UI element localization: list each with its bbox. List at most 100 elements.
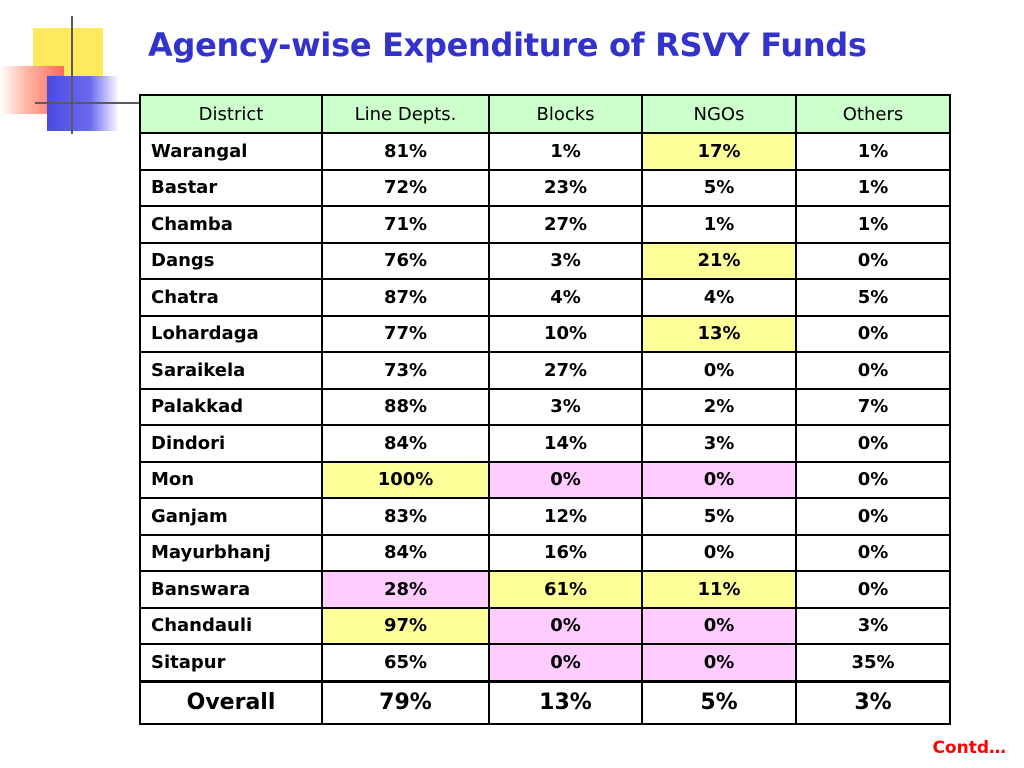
line-depts-cell: 65% <box>321 643 490 682</box>
decorative-horizontal-line <box>35 102 139 104</box>
expenditure-table: District Line Depts. Blocks NGOs Others … <box>139 94 951 725</box>
overall-ngos: 5% <box>641 679 797 725</box>
table-row: Mayurbhanj 84% 16% 0% 0% <box>139 533 951 572</box>
ngos-cell: 5% <box>641 497 797 536</box>
table-row: Chamba 71% 27% 1% 1% <box>139 205 951 244</box>
district-cell: Saraikela <box>139 351 323 390</box>
blocks-cell: 27% <box>488 351 643 390</box>
line-depts-cell: 87% <box>321 278 490 317</box>
ngos-cell: 4% <box>641 278 797 317</box>
table-row: Warangal 81% 1% 17% 1% <box>139 132 951 171</box>
blocks-cell: 3% <box>488 387 643 426</box>
ngos-cell: 13% <box>641 314 797 353</box>
line-depts-cell: 84% <box>321 424 490 463</box>
table-row: Saraikela 73% 27% 0% 0% <box>139 351 951 390</box>
blocks-cell: 61% <box>488 570 643 609</box>
header-line-depts: Line Depts. <box>321 94 490 134</box>
line-depts-cell: 100% <box>321 460 490 499</box>
table-row: Mon 100% 0% 0% 0% <box>139 460 951 499</box>
others-cell: 1% <box>795 168 951 207</box>
blocks-cell: 0% <box>488 460 643 499</box>
overall-label: Overall <box>139 679 323 725</box>
header-ngos: NGOs <box>641 94 797 134</box>
header-district: District <box>139 94 323 134</box>
district-cell: Chamba <box>139 205 323 244</box>
others-cell: 0% <box>795 241 951 280</box>
district-cell: Mon <box>139 460 323 499</box>
table-row: Palakkad 88% 3% 2% 7% <box>139 387 951 426</box>
blocks-cell: 23% <box>488 168 643 207</box>
line-depts-cell: 84% <box>321 533 490 572</box>
blocks-cell: 1% <box>488 132 643 171</box>
line-depts-cell: 97% <box>321 606 490 645</box>
blocks-cell: 4% <box>488 278 643 317</box>
header-others: Others <box>795 94 951 134</box>
line-depts-cell: 73% <box>321 351 490 390</box>
line-depts-cell: 76% <box>321 241 490 280</box>
blocks-cell: 12% <box>488 497 643 536</box>
table-row: Dangs 76% 3% 21% 0% <box>139 241 951 280</box>
blocks-cell: 10% <box>488 314 643 353</box>
line-depts-cell: 77% <box>321 314 490 353</box>
ngos-cell: 1% <box>641 205 797 244</box>
table-row: Chatra 87% 4% 4% 5% <box>139 278 951 317</box>
table-row: Banswara 28% 61% 11% 0% <box>139 570 951 609</box>
table-row: Lohardaga 77% 10% 13% 0% <box>139 314 951 353</box>
others-cell: 0% <box>795 533 951 572</box>
overall-row: Overall 79% 13% 5% 3% <box>139 679 951 725</box>
overall-others: 3% <box>795 679 951 725</box>
ngos-cell: 5% <box>641 168 797 207</box>
ngos-cell: 0% <box>641 533 797 572</box>
district-cell: Dangs <box>139 241 323 280</box>
others-cell: 0% <box>795 314 951 353</box>
district-cell: Mayurbhanj <box>139 533 323 572</box>
table-row: Bastar 72% 23% 5% 1% <box>139 168 951 207</box>
table-row: Dindori 84% 14% 3% 0% <box>139 424 951 463</box>
district-cell: Bastar <box>139 168 323 207</box>
ngos-cell: 3% <box>641 424 797 463</box>
line-depts-cell: 83% <box>321 497 490 536</box>
header-blocks: Blocks <box>488 94 643 134</box>
ngos-cell: 0% <box>641 643 797 682</box>
ngos-cell: 11% <box>641 570 797 609</box>
district-cell: Palakkad <box>139 387 323 426</box>
ngos-cell: 0% <box>641 460 797 499</box>
others-cell: 5% <box>795 278 951 317</box>
ngos-cell: 0% <box>641 351 797 390</box>
ngos-cell: 17% <box>641 132 797 171</box>
line-depts-cell: 72% <box>321 168 490 207</box>
line-depts-cell: 81% <box>321 132 490 171</box>
slide-title: Agency-wise Expenditure of RSVY Funds <box>148 26 867 64</box>
district-cell: Warangal <box>139 132 323 171</box>
district-cell: Chatra <box>139 278 323 317</box>
overall-line-depts: 79% <box>321 679 490 725</box>
blocks-cell: 27% <box>488 205 643 244</box>
blocks-cell: 14% <box>488 424 643 463</box>
others-cell: 0% <box>795 497 951 536</box>
line-depts-cell: 88% <box>321 387 490 426</box>
district-cell: Ganjam <box>139 497 323 536</box>
others-cell: 1% <box>795 132 951 171</box>
blocks-cell: 16% <box>488 533 643 572</box>
ngos-cell: 2% <box>641 387 797 426</box>
others-cell: 35% <box>795 643 951 682</box>
others-cell: 0% <box>795 570 951 609</box>
others-cell: 1% <box>795 205 951 244</box>
blocks-cell: 0% <box>488 643 643 682</box>
line-depts-cell: 28% <box>321 570 490 609</box>
others-cell: 0% <box>795 424 951 463</box>
district-cell: Banswara <box>139 570 323 609</box>
continued-note: Contd… <box>932 738 1006 758</box>
district-cell: Chandauli <box>139 606 323 645</box>
line-depts-cell: 71% <box>321 205 490 244</box>
blocks-cell: 3% <box>488 241 643 280</box>
others-cell: 3% <box>795 606 951 645</box>
ngos-cell: 0% <box>641 606 797 645</box>
table-row: Chandauli 97% 0% 0% 3% <box>139 606 951 645</box>
decorative-vertical-line <box>71 16 73 134</box>
table-row: Sitapur 65% 0% 0% 35% <box>139 643 951 682</box>
ngos-cell: 21% <box>641 241 797 280</box>
table-row: Ganjam 83% 12% 5% 0% <box>139 497 951 536</box>
others-cell: 0% <box>795 460 951 499</box>
district-cell: Dindori <box>139 424 323 463</box>
